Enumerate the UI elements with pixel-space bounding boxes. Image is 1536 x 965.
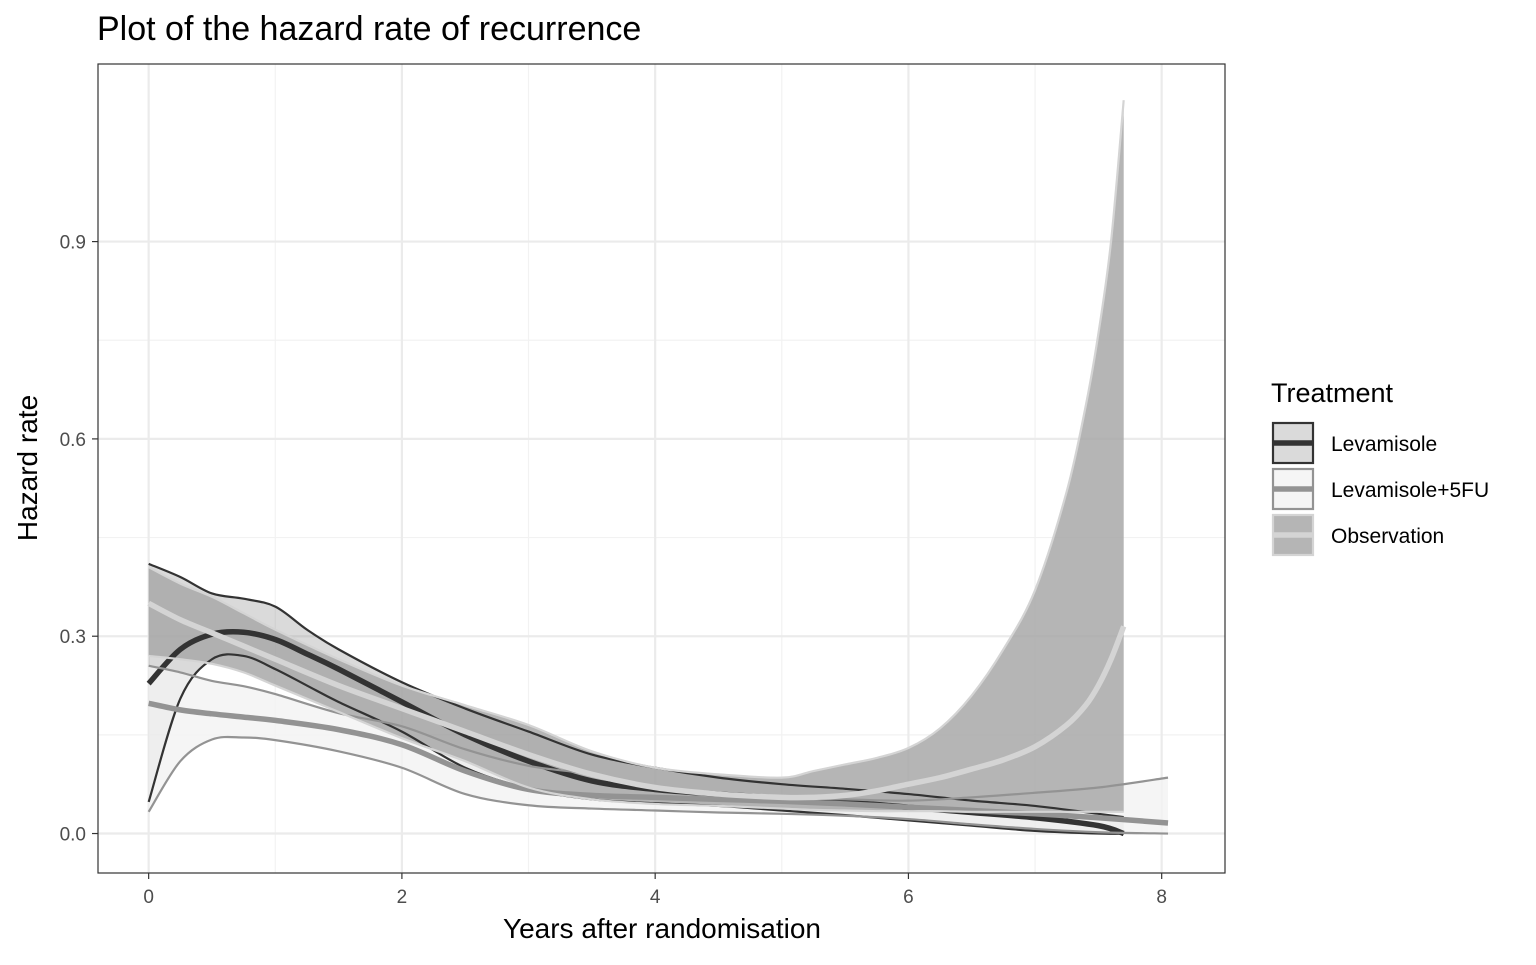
x-axis-ticks: 0 2 4 6 8	[143, 873, 1167, 908]
observation-confidence-band	[148, 100, 1124, 812]
observation-lower-bound-line	[148, 654, 1124, 813]
levamisole-5fu-lower-bound-line	[147, 735, 1169, 835]
legend-key-observation	[1271, 513, 1315, 557]
x-tick-label: 8	[1156, 887, 1167, 908]
legend-label-levamisole-5fu: Levamisole+5FU	[1331, 479, 1489, 502]
x-tick-label: 4	[650, 887, 661, 908]
legend-title: Treatment	[1271, 378, 1394, 408]
chart-title: Plot of the hazard rate of recurrence	[97, 10, 641, 48]
observation-estimate-line	[147, 600, 1127, 801]
legend-label-observation: Observation	[1331, 525, 1444, 548]
plot-panel-border	[97, 63, 1226, 874]
x-tick-label: 6	[903, 887, 914, 908]
gridlines	[98, 64, 1225, 873]
y-tick-label: 0.0	[60, 825, 86, 846]
x-axis-title: Years after randomisation	[503, 913, 821, 944]
series-lines	[146, 100, 1169, 837]
legend-key-levamisole-5fu	[1271, 467, 1315, 511]
legend: Treatment Levamisole Levamisole+5FU Observ…	[1271, 378, 1489, 557]
x-tick-label: 2	[397, 887, 408, 908]
y-axis-title: Hazard rate	[12, 395, 43, 541]
observation-upper-bound-line	[148, 100, 1125, 779]
y-tick-label: 0.9	[60, 233, 86, 254]
legend-key-levamisole	[1271, 421, 1315, 465]
levamisole-upper-bound-line	[148, 562, 1124, 819]
y-axis-ticks: 0.0 0.3 0.6 0.9	[60, 233, 98, 846]
legend-label-levamisole: Levamisole	[1331, 433, 1437, 456]
x-tick-label: 0	[143, 887, 154, 908]
y-tick-label: 0.3	[60, 627, 86, 648]
y-tick-label: 0.6	[60, 430, 86, 451]
levamisole-5fu-estimate-line	[148, 700, 1169, 826]
